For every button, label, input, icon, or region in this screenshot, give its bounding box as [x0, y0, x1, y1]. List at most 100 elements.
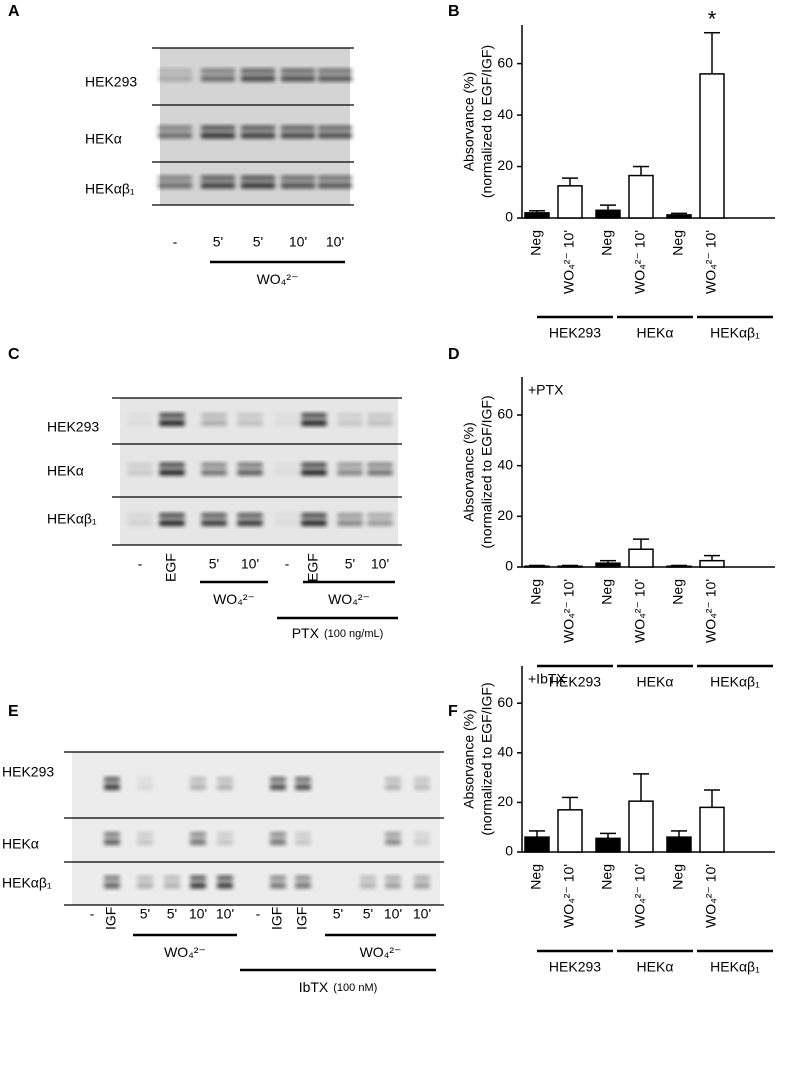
lane-label: EGF [305, 553, 321, 582]
blot-band [201, 513, 227, 518]
bracket-label: WO₄²⁻ [257, 271, 299, 287]
blot-band [295, 882, 311, 889]
panel-label: B [448, 3, 460, 20]
annotation: +IbTX [528, 671, 566, 687]
lane-label: IGF [294, 907, 310, 930]
blot-band [190, 839, 206, 845]
lane-label: 5' [363, 906, 373, 922]
blot-band [201, 413, 227, 418]
bar [699, 73, 725, 219]
blot-band [157, 75, 193, 82]
blot-band [137, 875, 153, 881]
bracket-text: PTX [292, 625, 320, 641]
blot-band [280, 68, 316, 74]
blot-band [280, 175, 316, 181]
bar [595, 209, 621, 219]
bar-label: Neg [670, 579, 686, 605]
blot-band [337, 462, 363, 468]
bar [524, 212, 550, 219]
blot-band [201, 420, 227, 426]
blot-band [385, 875, 401, 881]
lane-label: 10' [289, 234, 307, 250]
lane-label: 10' [326, 234, 344, 250]
y-axis-label: Absorvance (%) [461, 422, 477, 522]
blot-band [274, 513, 300, 518]
blot-band [159, 469, 185, 476]
blot-band [201, 462, 227, 468]
blot-band [159, 420, 185, 426]
blot-band [385, 777, 401, 782]
lane-label: 5' [333, 906, 343, 922]
panel-label: D [448, 346, 460, 363]
bracket-text: WO₄²⁻ [328, 591, 370, 607]
blot-band [317, 175, 353, 181]
blot-band [274, 469, 300, 476]
panel-label: A [8, 3, 20, 20]
bar [557, 809, 583, 853]
bar-label: WO₄²⁻ 10' [632, 230, 648, 294]
blot-band [367, 520, 393, 526]
blot-band [360, 882, 376, 889]
y-tick-label: 0 [505, 209, 513, 225]
annotation: +PTX [528, 382, 564, 398]
bar-label: WO₄²⁻ 10' [561, 230, 577, 294]
group-label: HEKα [637, 325, 674, 341]
bar-label: WO₄²⁻ 10' [561, 864, 577, 928]
y-axis-label: (normalized to EGF/IGF) [479, 395, 495, 548]
blot-band [414, 882, 430, 889]
y-tick-label: 20 [497, 793, 513, 809]
blot-band [137, 832, 153, 837]
blot-band [190, 875, 206, 881]
bracket-label: WO₄²⁻ [213, 591, 255, 607]
blot-band [240, 68, 276, 74]
row-label: HEKα [47, 463, 84, 479]
lane-label: 10' [371, 556, 389, 572]
lane-label: 5' [253, 234, 263, 250]
y-tick-label: 0 [505, 558, 513, 574]
blot-band [127, 420, 153, 426]
y-tick-label: 20 [497, 507, 513, 523]
blot-band [317, 125, 353, 131]
blot-band [295, 839, 311, 845]
bracket-label: IbTX (100 nM) [299, 979, 378, 995]
blot-band [367, 513, 393, 518]
row-label: HEK293 [47, 419, 99, 435]
bar-label: Neg [528, 579, 544, 605]
bar-label: Neg [670, 230, 686, 256]
lane-label: 5' [213, 234, 223, 250]
bracket-text: IbTX [299, 979, 329, 995]
bar-label: Neg [670, 864, 686, 890]
blot-band [301, 520, 327, 526]
blot-band [159, 413, 185, 418]
blot-band [240, 182, 276, 189]
blot-band [200, 182, 236, 189]
blot-band [337, 413, 363, 418]
blot-band [217, 832, 233, 837]
blot-background [72, 752, 440, 905]
blot-band [385, 832, 401, 837]
lane-label: - [285, 556, 290, 572]
bar [524, 565, 550, 568]
blot-band [280, 182, 316, 189]
blot-band [301, 469, 327, 476]
blot-band [414, 839, 430, 845]
blot-band [301, 462, 327, 468]
blot-band [317, 182, 353, 189]
blot-band [337, 513, 363, 518]
blot-band [104, 875, 120, 881]
bar-label: WO₄²⁻ 10' [703, 579, 719, 643]
blot-band [190, 777, 206, 782]
blot-band [295, 875, 311, 881]
bar-label: WO₄²⁻ 10' [703, 230, 719, 294]
blot-band [240, 175, 276, 181]
bracket-text: WO₄²⁻ [257, 271, 299, 287]
blot-band [240, 132, 276, 139]
y-tick-label: 0 [505, 843, 513, 859]
blot-band [270, 784, 286, 790]
blot-band [127, 520, 153, 526]
lane-label: 10' [216, 906, 234, 922]
group-label: HEKα [637, 674, 674, 690]
group-label: HEK293 [549, 959, 601, 975]
lane-label: 10' [384, 906, 402, 922]
lane-label: 5' [167, 906, 177, 922]
